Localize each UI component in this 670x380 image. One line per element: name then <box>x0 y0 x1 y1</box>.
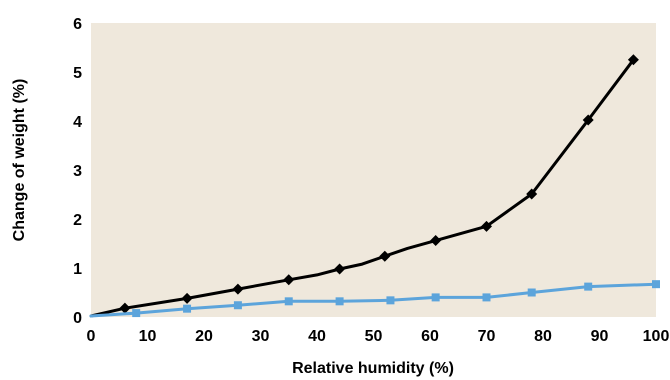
y-tick-label: 3 <box>73 163 82 180</box>
series-2 <box>89 280 660 318</box>
data-point-diamond <box>232 283 244 295</box>
plot-area-background <box>91 23 656 317</box>
x-tick-label: 30 <box>252 328 270 345</box>
data-point-diamond <box>119 302 131 314</box>
series-line <box>89 58 635 318</box>
y-axis-ticks: 0 1 2 3 4 5 6 <box>73 16 82 327</box>
data-point-diamond <box>181 292 193 304</box>
x-tick-label: 70 <box>478 328 496 345</box>
data-point-diamond <box>627 54 639 66</box>
data-point-diamond <box>582 114 594 126</box>
y-tick-label: 2 <box>73 212 82 229</box>
x-axis-title: Relative humidity (%) <box>292 360 454 377</box>
series-layer <box>89 54 660 318</box>
data-point-square <box>233 301 242 310</box>
y-tick-label: 4 <box>73 114 82 131</box>
x-axis-ticks: 0 10 20 30 40 50 60 70 80 90 100 <box>87 328 670 345</box>
series-1 <box>89 54 639 318</box>
data-point-diamond <box>430 235 442 247</box>
x-tick-label: 80 <box>534 328 552 345</box>
data-point-square <box>652 280 660 289</box>
data-point-diamond <box>526 188 538 200</box>
data-point-square <box>386 296 395 305</box>
data-point-square <box>284 297 293 306</box>
data-point-square <box>482 293 491 302</box>
data-point-diamond <box>334 263 346 275</box>
series-line <box>89 282 658 318</box>
data-point-square <box>584 282 593 291</box>
y-tick-label: 0 <box>73 310 82 327</box>
x-tick-label: 100 <box>643 328 670 345</box>
y-tick-label: 5 <box>73 65 82 82</box>
data-point-square <box>132 309 141 318</box>
y-axis-title: Change of weight (%) <box>11 79 28 242</box>
y-tick-label: 1 <box>73 261 82 278</box>
x-tick-label: 50 <box>365 328 383 345</box>
x-tick-label: 0 <box>87 328 96 345</box>
x-tick-label: 10 <box>139 328 157 345</box>
data-point-diamond <box>379 250 391 262</box>
x-tick-label: 60 <box>421 328 439 345</box>
y-tick-label: 6 <box>73 16 82 33</box>
data-point-square <box>431 293 440 302</box>
data-point-square <box>183 304 192 313</box>
data-point-square <box>335 297 344 306</box>
data-point-diamond <box>283 274 295 286</box>
data-point-diamond <box>481 220 492 232</box>
x-tick-label: 90 <box>591 328 609 345</box>
data-point-square <box>527 288 536 297</box>
x-tick-label: 40 <box>308 328 326 345</box>
x-tick-label: 20 <box>195 328 213 345</box>
